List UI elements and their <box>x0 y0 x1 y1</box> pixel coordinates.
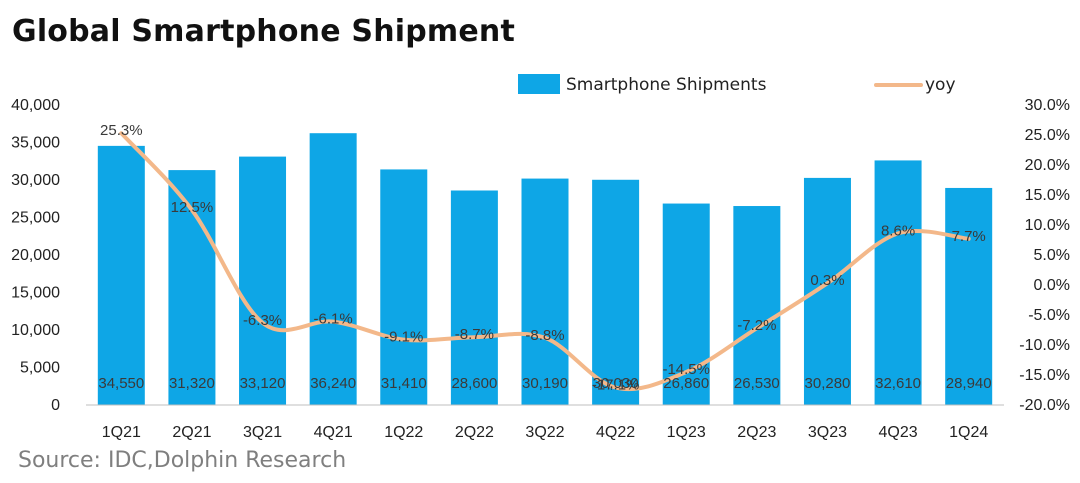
x-tick-label: 3Q23 <box>808 424 847 441</box>
right-tick-label: -15.0% <box>1019 367 1070 384</box>
yoy-value-label: -8.7% <box>455 326 494 343</box>
left-tick-label: 0 <box>51 397 60 414</box>
yoy-value-label: 0.3% <box>810 272 844 289</box>
yoy-value-label: 12.5% <box>171 199 214 216</box>
left-tick-label: 40,000 <box>11 97 60 114</box>
bar-value-label: 30,190 <box>522 375 568 392</box>
yoy-value-label: 7.7% <box>952 228 986 245</box>
yoy-data-labels: 25.3% 12.5% -6.3% -6.1% -9.1% -8.7% -8.8% -17.1… <box>100 122 986 393</box>
bar-1Q21 <box>97 145 145 405</box>
bar-value-label: 26,530 <box>734 375 780 392</box>
bar-value-label: 36,240 <box>310 375 356 392</box>
bar-1Q24 <box>945 187 993 405</box>
left-tick-label: 10,000 <box>11 322 60 339</box>
yoy-value-label: -9.1% <box>384 329 423 346</box>
bar-value-label: 30,280 <box>805 375 851 392</box>
yoy-value-label: -7.2% <box>737 317 776 334</box>
bar-value-label: 28,600 <box>451 375 497 392</box>
bar-3Q21 <box>239 156 287 405</box>
left-tick-label: 5,000 <box>20 360 60 377</box>
bar-1Q22 <box>380 169 428 405</box>
x-tick-label: 1Q22 <box>384 424 423 441</box>
x-tick-label: 1Q23 <box>667 424 706 441</box>
left-tick-label: 30,000 <box>11 172 60 189</box>
bar-value-label: 26,860 <box>663 375 709 392</box>
bar-data-labels: 34,550 31,320 33,120 36,240 31,410 28,600 30,1… <box>98 375 991 392</box>
right-tick-label: -10.0% <box>1019 337 1070 354</box>
legend: Smartphone Shipments yoy <box>518 74 956 95</box>
bar-4Q23 <box>874 160 922 405</box>
right-tick-label: 5.0% <box>1034 247 1070 264</box>
right-tick-label: -5.0% <box>1028 307 1070 324</box>
yoy-value-label: 25.3% <box>100 122 143 139</box>
x-tick-label: 4Q22 <box>596 424 635 441</box>
right-tick-label: 30.0% <box>1025 97 1070 114</box>
bar-value-label: 34,550 <box>98 375 144 392</box>
yoy-value-label: -14.5% <box>662 361 710 378</box>
left-axis: 40,000 35,000 30,000 25,000 20,000 15,000 10,0… <box>11 97 60 414</box>
bar-value-label: 30,030 <box>593 375 639 392</box>
right-tick-label: 10.0% <box>1025 217 1070 234</box>
right-tick-label: 15.0% <box>1025 187 1070 204</box>
right-axis: 30.0% 25.0% 20.0% 15.0% 10.0% 5.0% 0.0% -5.0% -1… <box>1019 97 1070 414</box>
bar-value-label: 31,410 <box>381 375 427 392</box>
right-tick-label: 25.0% <box>1025 127 1070 144</box>
bar-value-label: 33,120 <box>240 375 286 392</box>
left-tick-label: 35,000 <box>11 135 60 152</box>
left-tick-label: 15,000 <box>11 285 60 302</box>
yoy-line <box>119 131 971 392</box>
bar-2Q22 <box>450 190 498 405</box>
legend-swatch-shipments <box>518 74 560 94</box>
x-tick-label: 1Q21 <box>102 424 141 441</box>
x-tick-label: 3Q22 <box>525 424 564 441</box>
yoy-value-label: 8.6% <box>881 222 915 239</box>
right-tick-label: -20.0% <box>1019 397 1070 414</box>
yoy-value-label: -17.1% <box>592 377 640 394</box>
x-tick-label: 2Q21 <box>172 424 211 441</box>
x-tick-label: 4Q23 <box>879 424 918 441</box>
x-tick-label: 2Q22 <box>455 424 494 441</box>
chart-title: Global Smartphone Shipment <box>12 14 516 49</box>
right-tick-label: 0.0% <box>1034 277 1070 294</box>
bar-value-label: 32,610 <box>875 375 921 392</box>
bar-value-label: 28,940 <box>946 375 992 392</box>
right-tick-label: 20.0% <box>1025 157 1070 174</box>
bar-series <box>97 133 993 405</box>
legend-label-yoy: yoy <box>925 75 956 95</box>
bar-2Q23 <box>733 206 781 405</box>
x-tick-label: 4Q21 <box>314 424 353 441</box>
bar-4Q22 <box>592 179 640 405</box>
x-tick-label: 3Q21 <box>243 424 282 441</box>
yoy-value-label: -6.3% <box>243 312 282 329</box>
x-tick-label: 2Q23 <box>737 424 776 441</box>
bar-4Q21 <box>309 133 357 405</box>
yoy-value-label: -8.8% <box>525 327 564 344</box>
x-tick-label: 1Q24 <box>949 424 988 441</box>
left-tick-label: 25,000 <box>11 210 60 227</box>
bar-3Q23 <box>803 177 851 405</box>
x-axis: 1Q21 2Q21 3Q21 4Q21 1Q22 2Q22 3Q22 4Q22 1Q23 2Q23… <box>102 424 989 441</box>
yoy-value-label: -6.1% <box>314 311 353 328</box>
bar-value-label: 31,320 <box>169 375 215 392</box>
source-note: Source: IDC,Dolphin Research <box>18 448 347 473</box>
legend-label-shipments: Smartphone Shipments <box>566 75 767 95</box>
bar-3Q22 <box>521 178 569 405</box>
left-tick-label: 20,000 <box>11 247 60 264</box>
